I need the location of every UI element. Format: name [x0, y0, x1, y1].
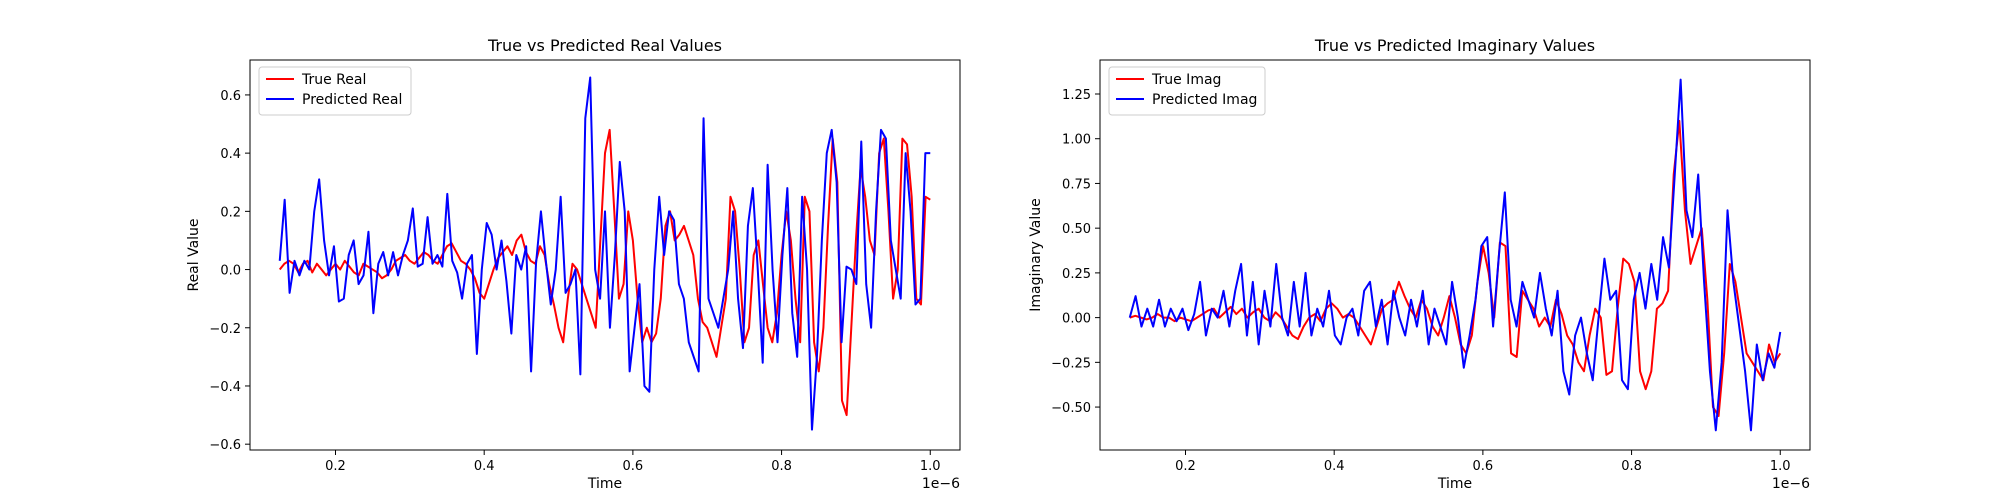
x-tick-label: 0.4 — [474, 459, 495, 474]
x-tick-label: 0.2 — [325, 459, 346, 474]
legend: True Imag Predicted Imag — [1108, 66, 1266, 116]
axis-ticks: 0.2 0.4 0.6 0.8 1.0 −0.50 −0.25 0.00 0.25 0.50 0.7… — [1051, 88, 1790, 474]
imaginary-values-subplot: True vs Predicted Imaginary Values Time … — [1028, 36, 1811, 492]
axis-ticks: 0.2 0.4 0.6 0.8 1.0 −0.6 −0.4 −0.2 0.0 0.2 0.4 0.6 — [209, 89, 940, 474]
x-offset-label: 1e−6 — [1772, 476, 1810, 492]
series-line-predicted-imag — [1128, 78, 1782, 432]
series-line-predicted-real — [278, 76, 931, 431]
y-tick-label: 0.6 — [220, 89, 241, 104]
legend-label-true-imag: True Imag — [1151, 72, 1221, 88]
x-tick-label: 1.0 — [1770, 459, 1791, 474]
x-offset-label: 1e−6 — [922, 476, 960, 492]
series-lines — [1128, 78, 1782, 432]
y-tick-label: 0.50 — [1062, 222, 1091, 237]
x-tick-label: 1.0 — [920, 459, 941, 474]
y-tick-label: −0.6 — [209, 438, 241, 453]
x-axis-label: Time — [1437, 476, 1472, 492]
y-tick-label: 0.4 — [220, 147, 241, 162]
y-tick-label: 0.25 — [1062, 267, 1091, 282]
y-tick-label: 1.00 — [1062, 133, 1091, 148]
x-tick-label: 0.6 — [1473, 459, 1494, 474]
x-tick-label: 0.8 — [1621, 459, 1642, 474]
y-tick-label: −0.2 — [209, 322, 241, 337]
y-tick-label: 0.0 — [220, 264, 241, 279]
x-tick-label: 0.4 — [1324, 459, 1345, 474]
y-axis-label: Real Value — [186, 218, 202, 291]
y-tick-label: 0.2 — [220, 205, 241, 220]
real-values-subplot: True vs Predicted Real Values Time Real … — [186, 36, 961, 492]
plot-frame — [1099, 59, 1811, 451]
legend-label-predicted-imag: Predicted Imag — [1152, 92, 1257, 108]
legend-label-predicted-real: Predicted Real — [302, 92, 402, 108]
legend-box — [258, 66, 412, 116]
y-tick-label: 0.75 — [1062, 177, 1091, 192]
legend-box — [1108, 66, 1266, 116]
y-axis-label: Imaginary Value — [1028, 198, 1044, 312]
x-tick-label: 0.2 — [1175, 459, 1196, 474]
chart-title: True vs Predicted Imaginary Values — [1314, 36, 1595, 55]
series-lines — [278, 76, 931, 431]
legend-label-true-real: True Real — [301, 72, 366, 88]
y-tick-label: −0.50 — [1051, 401, 1091, 416]
legend: True Real Predicted Real — [258, 66, 412, 116]
x-axis-label: Time — [587, 476, 622, 492]
y-tick-label: 0.00 — [1062, 312, 1091, 327]
x-tick-label: 0.8 — [771, 459, 792, 474]
y-tick-label: 1.25 — [1062, 88, 1091, 103]
plot-frame — [249, 59, 961, 451]
x-tick-label: 0.6 — [623, 459, 644, 474]
chart-title: True vs Predicted Real Values — [487, 36, 722, 55]
y-tick-label: −0.4 — [209, 380, 241, 395]
y-tick-label: −0.25 — [1051, 356, 1091, 371]
